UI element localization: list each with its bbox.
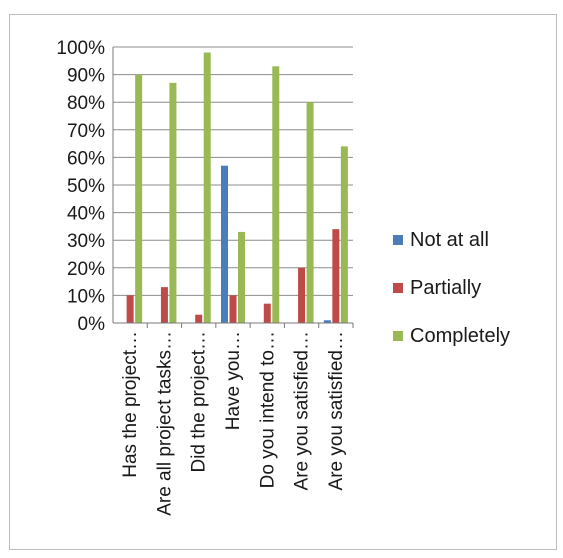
legend-swatch: [393, 235, 403, 245]
y-tick-label: 20%: [67, 259, 105, 280]
y-tick-label: 40%: [67, 204, 105, 225]
y-tick-label: 90%: [67, 66, 105, 87]
y-axis-tick-labels: 0% 10% 20% 30% 40% 50% 60% 70% 80% 90% 100%: [56, 38, 105, 335]
bar-completely: [203, 52, 211, 324]
bars: [126, 52, 348, 324]
gridlines: [113, 46, 353, 296]
bar-completely: [135, 74, 143, 323]
x-category-label: Are you satisfied…: [292, 331, 313, 490]
y-tick-label: 70%: [67, 121, 105, 142]
y-tick-label: 80%: [67, 93, 105, 114]
bar-completely: [238, 231, 245, 323]
bar-partially: [298, 267, 306, 323]
y-tick-label: 60%: [67, 148, 105, 169]
bar-chart: 0% 10% 20% 30% 40% 50% 60% 70% 80% 90% 100% Has th…: [56, 38, 510, 516]
bar-completely: [272, 66, 280, 323]
y-tick-label: 0%: [78, 314, 106, 335]
legend-label: Completely: [410, 325, 510, 347]
bar-partially: [126, 295, 134, 323]
y-tick-label: 50%: [67, 176, 105, 197]
chart-frame: 0% 10% 20% 30% 40% 50% 60% 70% 80% 90% 100% Has th…: [9, 14, 557, 550]
bar-not-at-all: [323, 320, 331, 323]
x-category-label: Have you…: [223, 331, 244, 430]
x-axis-category-labels: Has the project… Are all project tasks… Di…: [120, 331, 347, 516]
bar-partially: [263, 303, 271, 323]
legend-label: Not at all: [410, 229, 489, 251]
legend: Not at all Partially Completely: [393, 229, 510, 347]
axes: [112, 47, 354, 328]
legend-swatch: [393, 331, 403, 341]
x-category-label: Are all project tasks…: [154, 331, 175, 516]
y-tick-label: 100%: [56, 38, 105, 59]
bar-completely: [306, 102, 314, 323]
legend-swatch: [393, 283, 403, 293]
bar-partially: [195, 314, 203, 323]
bar-completely: [169, 82, 177, 323]
y-tick-label: 30%: [67, 231, 105, 252]
x-category-label: Do you intend to…: [257, 331, 278, 488]
bar-not-at-all: [221, 165, 228, 323]
bar-partially: [160, 287, 168, 323]
x-category-label: Are you satisfied…: [326, 331, 347, 490]
bar-completely: [340, 146, 348, 323]
bar-partially: [332, 229, 340, 323]
x-category-label: Has the project…: [120, 331, 141, 478]
y-tick-label: 10%: [67, 286, 105, 307]
legend-label: Partially: [410, 277, 481, 299]
x-category-label: Did the project…: [189, 331, 210, 473]
bar-partially: [229, 295, 237, 323]
